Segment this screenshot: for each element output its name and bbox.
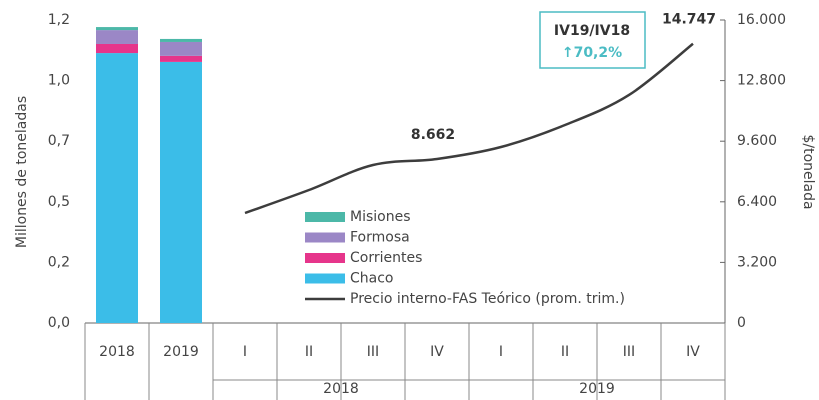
x-tick-label: 2019 bbox=[163, 344, 199, 360]
y2-tick-label: 3.200 bbox=[737, 254, 777, 270]
x-tick-label: I bbox=[499, 344, 503, 360]
y-tick-label: 0,2 bbox=[48, 254, 70, 270]
y-tick-label: 0,5 bbox=[48, 194, 70, 210]
annotation-text: ↑70,2% bbox=[562, 45, 622, 61]
y2-tick-label: 12.800 bbox=[737, 73, 786, 89]
y-tick-label: 0,7 bbox=[48, 133, 70, 149]
y-tick-label: 1,0 bbox=[48, 73, 70, 89]
data-label: 14.747 bbox=[662, 12, 716, 28]
bar-segment bbox=[96, 30, 138, 44]
legend-swatch bbox=[305, 253, 345, 263]
y2-tick-label: 0 bbox=[737, 315, 746, 331]
group-label: 2019 bbox=[579, 381, 615, 397]
bar-segment bbox=[160, 38, 202, 42]
bar-segment bbox=[160, 55, 202, 62]
legend-swatch bbox=[305, 212, 345, 222]
y-tick-label: 0,0 bbox=[48, 315, 70, 331]
annotation-title: IV19/IV18 bbox=[554, 23, 630, 39]
group-label: 2018 bbox=[323, 381, 359, 397]
legend-label: Chaco bbox=[350, 271, 394, 287]
x-tick-label: I bbox=[243, 344, 247, 360]
legend-label: Formosa bbox=[350, 230, 410, 246]
data-label: 8.662 bbox=[411, 127, 455, 143]
y-axis-title: Millones de toneladas bbox=[14, 96, 30, 248]
annotation-box bbox=[539, 11, 646, 69]
x-tick-label: III bbox=[367, 344, 379, 360]
bar-segment bbox=[96, 43, 138, 54]
x-tick-label: II bbox=[305, 344, 313, 360]
y2-axis-title: $/tonelada bbox=[800, 134, 816, 209]
x-tick-label: III bbox=[623, 344, 635, 360]
y-tick-label: 1,2 bbox=[48, 12, 70, 28]
x-tick-label: II bbox=[561, 344, 569, 360]
price-line bbox=[244, 42, 694, 215]
x-tick-label: IV bbox=[686, 344, 700, 360]
legend-label: Misiones bbox=[350, 209, 411, 225]
bar-segment bbox=[160, 41, 202, 56]
y2-tick-label: 6.400 bbox=[737, 194, 777, 210]
y2-tick-label: 9.600 bbox=[737, 133, 777, 149]
legend-label: Precio interno-FAS Teórico (prom. trim.) bbox=[350, 291, 625, 307]
legend-swatch bbox=[305, 232, 345, 243]
bar-segment bbox=[160, 61, 202, 323]
x-tick-label: 2018 bbox=[99, 344, 135, 360]
x-tick-label: IV bbox=[430, 344, 444, 360]
y2-tick-label: 16.000 bbox=[737, 12, 786, 28]
bar-segment bbox=[96, 53, 138, 323]
legend-swatch bbox=[305, 273, 345, 284]
legend-label: Corrientes bbox=[350, 250, 422, 266]
bar-segment bbox=[96, 27, 138, 31]
